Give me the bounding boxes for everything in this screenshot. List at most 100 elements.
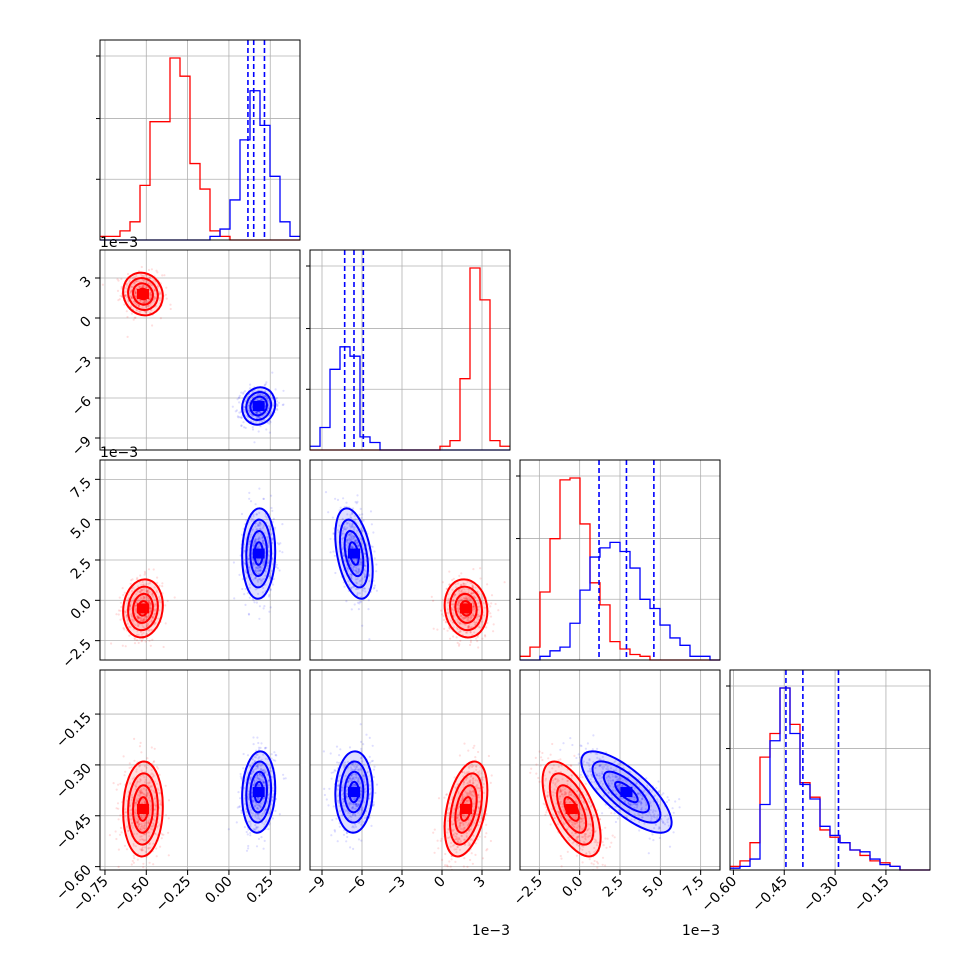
sample-point <box>354 569 357 572</box>
sample-point <box>148 861 151 864</box>
sample-point <box>261 763 264 766</box>
sample-point <box>465 630 468 634</box>
sample-point <box>456 641 459 645</box>
sample-point <box>462 596 465 599</box>
sample-point <box>363 552 366 555</box>
sample-point <box>436 628 439 631</box>
sample-point <box>468 799 471 802</box>
sample-point <box>364 575 367 578</box>
sample-point <box>364 569 367 572</box>
sample-point <box>440 837 443 840</box>
sample-point <box>165 297 168 300</box>
sample-point <box>139 791 142 794</box>
sample-point <box>471 862 474 865</box>
sample-point <box>141 846 144 849</box>
density-peak <box>460 803 472 814</box>
sample-point <box>279 542 282 545</box>
sample-point <box>275 563 278 566</box>
sample-point <box>117 783 120 786</box>
sample-point <box>452 635 455 638</box>
sample-point <box>138 305 141 308</box>
sample-point <box>146 590 149 593</box>
sample-point <box>144 850 147 853</box>
sample-point <box>356 541 359 544</box>
histogram-series-1 <box>730 687 930 871</box>
sample-point <box>247 804 250 807</box>
sample-point <box>363 781 366 784</box>
sample-point <box>148 606 151 609</box>
sample-point <box>354 802 357 806</box>
sample-point <box>147 791 150 794</box>
panel-frame <box>729 669 931 871</box>
sample-point <box>248 542 251 546</box>
sample-point <box>465 791 468 794</box>
sample-point <box>263 561 266 564</box>
sample-point <box>454 832 457 835</box>
sample-point <box>126 622 129 625</box>
sample-point <box>126 599 129 602</box>
sample-point <box>336 788 339 791</box>
sample-point <box>351 806 354 809</box>
panel-frame <box>99 249 301 451</box>
sample-point <box>469 781 472 784</box>
sample-point <box>356 805 359 808</box>
sample-point <box>149 606 153 609</box>
sample-point <box>149 846 152 849</box>
sample-point <box>139 617 142 620</box>
sample-point <box>357 544 360 548</box>
sample-point <box>258 804 261 807</box>
sample-point <box>126 315 129 319</box>
sample-point <box>145 305 148 308</box>
sample-point <box>258 774 261 777</box>
sample-point <box>261 394 265 397</box>
sample-point <box>452 599 455 602</box>
sample-point <box>262 780 265 784</box>
sample-point <box>357 545 360 548</box>
sample-point <box>249 776 252 779</box>
sample-point <box>155 591 158 594</box>
sample-point <box>143 824 146 827</box>
sample-point <box>267 561 270 565</box>
sample-point <box>130 297 133 300</box>
sample-point <box>472 605 476 608</box>
sample-point <box>363 778 366 781</box>
sample-point <box>249 500 253 503</box>
sample-point <box>265 536 268 539</box>
sample-point <box>344 809 348 812</box>
sample-point <box>473 606 476 609</box>
sample-point <box>449 865 452 868</box>
sample-point <box>489 612 492 615</box>
sample-point <box>353 826 356 829</box>
sample-point <box>262 607 265 610</box>
sample-point <box>142 632 145 635</box>
sample-point <box>146 589 149 592</box>
sample-point <box>143 826 146 830</box>
sample-point <box>450 823 453 826</box>
sample-point <box>463 838 467 841</box>
sample-point <box>459 841 462 844</box>
sample-point <box>252 770 255 773</box>
sample-point <box>358 580 361 583</box>
sample-point <box>460 590 463 593</box>
sample-point <box>253 755 256 759</box>
sample-point <box>267 540 270 543</box>
sample-point <box>262 564 265 567</box>
sample-point <box>262 542 265 545</box>
sample-point <box>117 818 120 821</box>
sample-point <box>470 813 473 817</box>
sample-point <box>476 771 479 774</box>
sample-point <box>159 801 162 804</box>
sample-point <box>450 841 453 845</box>
sample-point <box>148 782 151 785</box>
sample-point <box>120 605 123 609</box>
sample-point <box>239 775 242 778</box>
sample-point <box>353 783 357 787</box>
sample-point <box>129 626 132 629</box>
sample-point <box>142 866 145 869</box>
sample-point <box>477 772 480 775</box>
sample-point <box>354 807 357 810</box>
sample-point <box>270 494 273 497</box>
sample-point <box>147 601 150 604</box>
sample-point <box>349 538 352 541</box>
sample-point <box>259 569 262 573</box>
